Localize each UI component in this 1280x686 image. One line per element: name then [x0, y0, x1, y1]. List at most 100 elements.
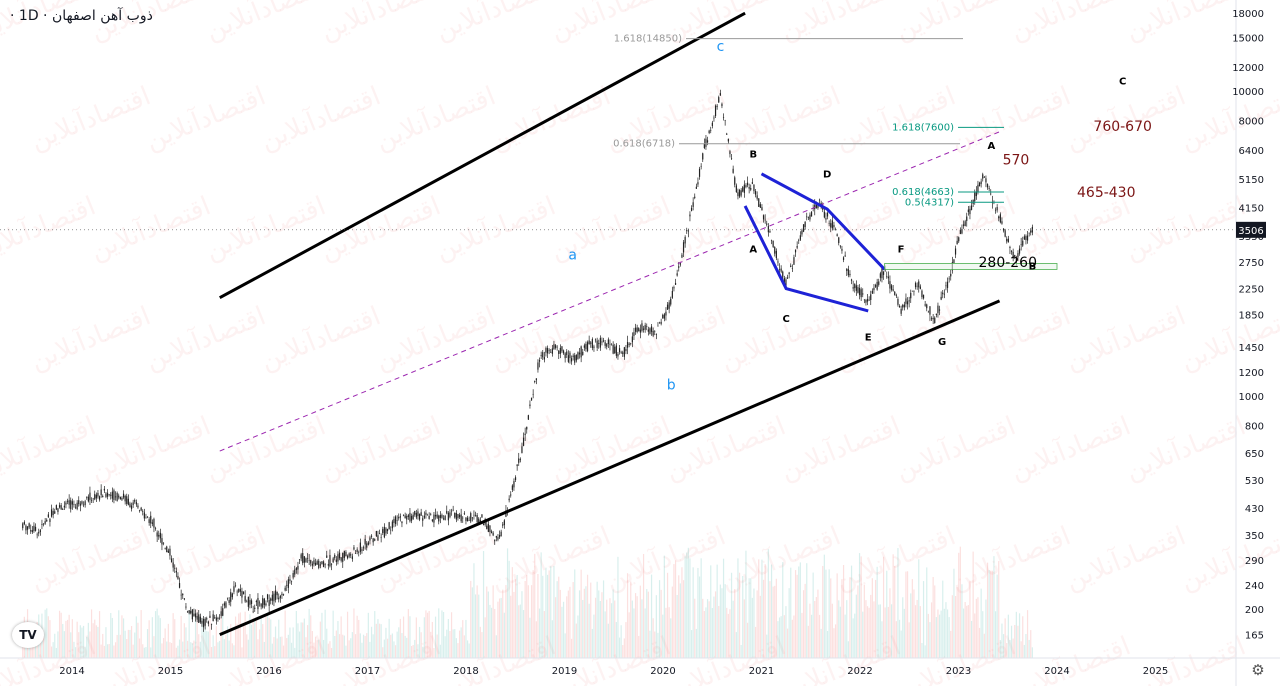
- volume-bar: [804, 583, 806, 658]
- fib-level-label: 0.5(4317): [905, 197, 954, 208]
- candle-body: [148, 519, 150, 523]
- candle-body: [687, 230, 689, 232]
- candle-body: [553, 344, 555, 350]
- volume-bar: [39, 642, 41, 658]
- volume-bar: [772, 586, 774, 658]
- volume-bar: [713, 596, 715, 658]
- candle-body: [361, 549, 363, 551]
- volume-bar: [98, 611, 101, 658]
- volume-bar: [1031, 647, 1033, 658]
- volume-bar: [350, 638, 352, 658]
- candle-body: [241, 590, 243, 598]
- candle-body: [529, 404, 531, 406]
- candle-body: [697, 182, 699, 185]
- volume-bar: [711, 608, 713, 658]
- volume-bar: [122, 618, 125, 658]
- candle-body: [55, 505, 57, 510]
- settings-gear-icon[interactable]: ⚙: [1251, 661, 1265, 679]
- volume-bar: [124, 630, 126, 658]
- candle-body: [166, 546, 168, 553]
- tradingview-logo[interactable]: TV: [12, 622, 44, 648]
- watermark-text: اقتصادآنلاین: [141, 79, 270, 156]
- candle-body: [137, 505, 139, 508]
- volume-bar: [700, 558, 702, 658]
- volume-bar: [199, 641, 201, 658]
- volume-bar: [534, 553, 536, 658]
- volume-bar: [44, 609, 46, 658]
- candle-body: [441, 514, 443, 518]
- volume-bar: [78, 632, 80, 658]
- candle-body: [98, 496, 101, 500]
- candle-body: [206, 618, 208, 620]
- candle-body: [393, 519, 395, 524]
- candle-body: [849, 273, 851, 276]
- candle-body: [415, 512, 417, 518]
- volume-bar: [194, 620, 197, 658]
- candle-body: [548, 349, 550, 351]
- volume-bar: [114, 642, 117, 658]
- candle-body: [956, 240, 958, 245]
- candle-body: [554, 345, 557, 348]
- volume-bar: [529, 617, 531, 658]
- candle-body: [151, 522, 153, 524]
- candle-body: [871, 290, 873, 294]
- candle-body: [1030, 230, 1032, 233]
- volume-bar: [839, 606, 841, 658]
- volume-bar: [434, 616, 437, 658]
- candle-body: [639, 329, 641, 333]
- y-tick-label: 10000: [1232, 87, 1264, 98]
- y-tick-label: 240: [1245, 581, 1264, 592]
- volume-bar: [806, 563, 808, 658]
- candle-body: [383, 526, 385, 538]
- candle-body: [111, 491, 113, 499]
- watermark-text: اقتصادآنلاین: [201, 409, 330, 486]
- candle-body: [329, 554, 331, 567]
- candle-body: [127, 498, 129, 505]
- volume-bar: [575, 623, 577, 658]
- volume-bar: [266, 612, 269, 658]
- volume-bar: [1026, 610, 1029, 658]
- candle-body: [242, 591, 245, 595]
- volume-bar: [594, 597, 597, 658]
- volume-bar: [817, 589, 819, 658]
- volume-bar: [65, 620, 67, 658]
- volume-bar: [706, 599, 709, 658]
- candle-body: [319, 564, 321, 566]
- volume-bar: [738, 572, 741, 658]
- volume-bar: [439, 644, 441, 658]
- candle-body: [348, 553, 350, 557]
- candle-body: [71, 501, 73, 505]
- candle-body: [478, 518, 480, 524]
- candle-body: [297, 565, 299, 570]
- volume-bar: [482, 551, 485, 658]
- volume-bar: [310, 615, 312, 658]
- candle-body: [28, 523, 30, 528]
- candle-body: [695, 186, 697, 189]
- candle-body: [590, 342, 592, 344]
- volume-bar: [146, 629, 149, 658]
- volume-bar: [132, 644, 134, 658]
- volume-bar: [511, 567, 513, 658]
- candle-body: [740, 190, 742, 196]
- volume-bar: [566, 596, 568, 658]
- volume-bar: [814, 600, 816, 658]
- volume-bar: [265, 615, 267, 658]
- volume-bar: [113, 645, 115, 658]
- volume-bar: [417, 644, 419, 658]
- volume-bar: [135, 616, 137, 658]
- candle-body: [678, 266, 680, 268]
- candle-body: [780, 268, 782, 272]
- volume-bar: [751, 597, 753, 658]
- volume-bar: [934, 585, 936, 658]
- candle-body: [482, 523, 485, 526]
- volume-bar: [308, 608, 310, 658]
- candle-body: [641, 323, 643, 331]
- candle-body: [426, 514, 429, 516]
- candle-body: [551, 348, 553, 354]
- volume-bar: [625, 622, 627, 658]
- candle-body: [265, 603, 267, 606]
- candle-body: [810, 212, 813, 217]
- watermark-text: اقتصادآنلاین: [546, 189, 675, 266]
- candle-body: [262, 598, 264, 608]
